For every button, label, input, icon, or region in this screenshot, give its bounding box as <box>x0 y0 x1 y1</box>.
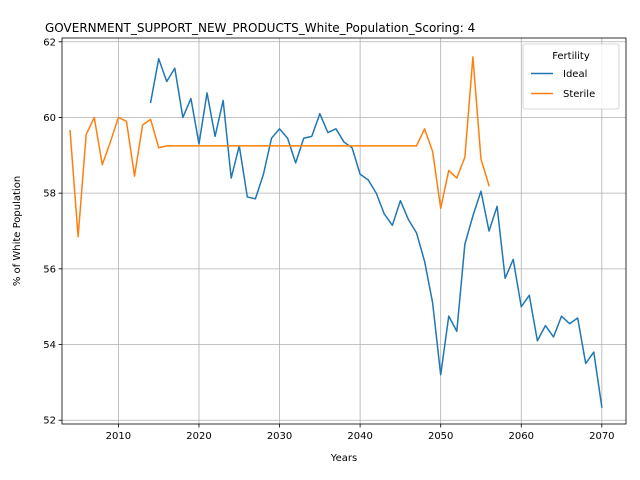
legend-entries: Ideal Sterile <box>531 69 595 100</box>
legend-title: Fertility <box>552 51 590 62</box>
y-axis-label: % of White Population <box>12 176 23 286</box>
x-axis-ticks: 2010 2020 2030 2040 2050 2060 2070 <box>106 424 615 442</box>
y-tick-label: 56 <box>43 264 56 275</box>
y-tick-label: 58 <box>43 189 56 200</box>
series-lines <box>69 56 603 408</box>
chart-title: GOVERNMENT_SUPPORT_NEW_PRODUCTS_White_Po… <box>45 21 475 35</box>
y-tick-label: 52 <box>43 416 56 427</box>
y-tick-label: 60 <box>43 113 56 124</box>
x-tick-label: 2030 <box>267 431 292 442</box>
x-tick-label: 2060 <box>509 431 534 442</box>
x-tick-label: 2040 <box>347 431 372 442</box>
y-tick-label: 54 <box>43 340 56 351</box>
plot-area-frame <box>61 37 627 425</box>
x-tick-label: 2010 <box>106 431 131 442</box>
legend: Fertility Ideal Sterile <box>522 43 620 110</box>
series-line-ideal <box>149 58 603 408</box>
x-tick-label: 2020 <box>186 431 211 442</box>
x-tick-label: 2050 <box>428 431 453 442</box>
legend-label-ideal: Ideal <box>563 69 587 80</box>
series-line-sterile <box>69 56 490 238</box>
y-axis-ticks: 52 54 56 58 60 62 <box>43 37 62 427</box>
grid <box>62 38 626 424</box>
x-tick-label: 2070 <box>589 431 614 442</box>
y-tick-label: 62 <box>43 37 56 48</box>
x-axis-label: Years <box>330 453 357 464</box>
legend-label-sterile: Sterile <box>563 89 595 100</box>
